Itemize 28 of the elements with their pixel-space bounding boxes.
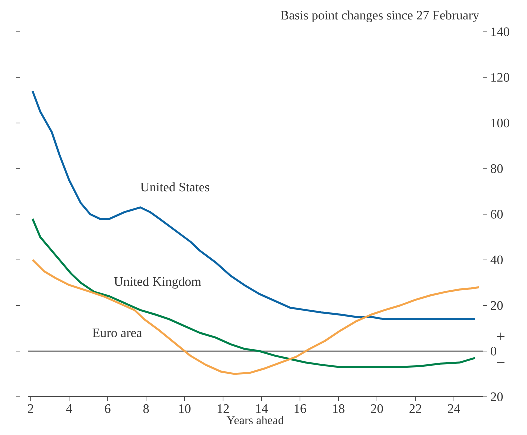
x-tick-label: 20 (371, 404, 384, 414)
x-tick-label: 6 (105, 404, 111, 414)
x-tick-label: 22 (410, 404, 422, 414)
x-tick-label: 18 (333, 404, 345, 414)
y-tick-label: 20 (491, 392, 503, 402)
y-tick-label: 20 (491, 301, 503, 310)
y-tick-label: 120 (492, 73, 510, 82)
y-tick-label: 60 (491, 210, 503, 219)
text: − (497, 362, 505, 364)
x-tick-label: 10 (179, 404, 191, 414)
x-axis-title: Years ahead (226, 416, 284, 425)
x-tick-label: 4 (66, 404, 72, 414)
x-tick-label: 8 (144, 404, 150, 414)
y-tick-label: 0 (491, 347, 497, 356)
x-tick-label: 2 (28, 404, 34, 414)
x-tick-label: 16 (294, 404, 306, 414)
text: + (497, 332, 505, 340)
series-label: United Kingdom (114, 277, 202, 289)
x-tick-label: 24 (448, 404, 460, 414)
y-tick-label: 140 (492, 28, 510, 36)
x-tick-label: 14 (256, 404, 268, 414)
y-tick-label: 100 (492, 118, 510, 128)
series-label: United States (140, 182, 210, 192)
series-label: Euro area (92, 328, 142, 338)
y-tick-label: 80 (491, 164, 503, 174)
x-tick-label: 12 (218, 404, 230, 414)
y-axis-title: Basis point changes since 27 February (280, 10, 480, 22)
y-tick-label: 40 (490, 256, 503, 264)
